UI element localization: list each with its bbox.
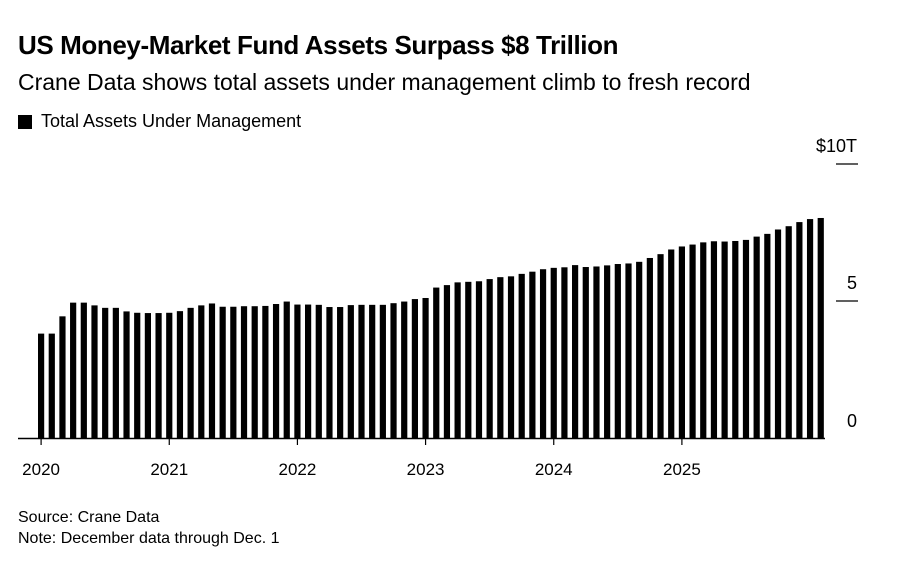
bar bbox=[283, 301, 290, 438]
bar bbox=[358, 304, 365, 438]
bar bbox=[764, 233, 771, 438]
bar bbox=[550, 267, 557, 438]
bar bbox=[614, 264, 621, 438]
bar bbox=[240, 306, 248, 438]
bar bbox=[219, 306, 226, 438]
bar bbox=[176, 311, 184, 438]
bar bbox=[604, 265, 611, 438]
bar bbox=[390, 303, 397, 438]
bar bbox=[817, 217, 824, 438]
bar bbox=[134, 312, 141, 438]
chart-subtitle: Crane Data shows total assets under mana… bbox=[18, 69, 751, 95]
bar bbox=[144, 313, 151, 438]
bar bbox=[70, 302, 77, 438]
bar bbox=[401, 301, 408, 438]
bar bbox=[572, 265, 579, 438]
bar bbox=[262, 305, 269, 438]
bar bbox=[443, 285, 451, 438]
y-tick-label: 5 bbox=[847, 273, 857, 293]
footnote: Note: December data through Dec. 1 bbox=[18, 530, 280, 547]
bar bbox=[497, 277, 504, 438]
legend: Total Assets Under Management bbox=[18, 111, 301, 132]
bar bbox=[112, 307, 119, 438]
y-axis: 0 5 $10T bbox=[816, 136, 858, 431]
bar bbox=[59, 316, 66, 438]
bar bbox=[518, 273, 525, 438]
bar bbox=[347, 305, 354, 438]
bar bbox=[91, 305, 98, 438]
bar bbox=[187, 307, 194, 438]
legend-label: Total Assets Under Management bbox=[41, 111, 302, 131]
bar bbox=[102, 307, 109, 438]
bar bbox=[379, 304, 386, 438]
bar bbox=[486, 279, 493, 438]
bar bbox=[796, 222, 803, 438]
x-tick-label: 2024 bbox=[535, 460, 573, 479]
bar bbox=[422, 297, 429, 438]
bar bbox=[636, 261, 643, 438]
bar-chart: 2020 2021 2022 2023 2024 2025 0 5 $10T bbox=[18, 136, 858, 479]
bar bbox=[539, 269, 547, 438]
y-tick-label: 0 bbox=[847, 411, 857, 431]
bar bbox=[689, 244, 696, 438]
bars-group bbox=[38, 217, 824, 438]
bar bbox=[369, 304, 376, 438]
x-tick-label: 2025 bbox=[663, 460, 701, 479]
bar bbox=[732, 240, 739, 438]
bar bbox=[198, 305, 205, 438]
bar bbox=[507, 276, 515, 438]
bar bbox=[475, 281, 483, 438]
bar bbox=[48, 333, 55, 438]
bar bbox=[305, 304, 312, 438]
x-tick-label: 2022 bbox=[279, 460, 317, 479]
bar bbox=[678, 246, 685, 438]
bar bbox=[38, 333, 45, 438]
bar bbox=[337, 307, 344, 438]
bar bbox=[806, 219, 814, 438]
bar bbox=[155, 313, 162, 438]
x-tick-label: 2021 bbox=[150, 460, 188, 479]
bar bbox=[700, 242, 707, 438]
bar bbox=[123, 311, 130, 438]
bar bbox=[251, 306, 258, 438]
bar bbox=[646, 257, 653, 438]
bar bbox=[433, 287, 440, 438]
bar bbox=[668, 249, 675, 438]
bar bbox=[753, 236, 760, 438]
bar bbox=[272, 304, 280, 438]
bar bbox=[657, 254, 664, 438]
x-tick-label: 2020 bbox=[22, 460, 60, 479]
bar bbox=[593, 266, 600, 438]
bar bbox=[230, 306, 237, 438]
bar bbox=[454, 282, 461, 438]
bar bbox=[315, 304, 322, 438]
y-tick-label: $10T bbox=[816, 136, 857, 156]
bar bbox=[742, 239, 750, 438]
bar bbox=[208, 303, 216, 438]
bar bbox=[561, 267, 568, 438]
bar bbox=[785, 226, 792, 438]
bar bbox=[411, 299, 418, 438]
source-note: Source: Crane Data bbox=[18, 509, 160, 526]
bar bbox=[294, 304, 301, 438]
bar bbox=[80, 302, 87, 438]
x-axis: 2020 2021 2022 2023 2024 2025 bbox=[18, 437, 825, 479]
bar bbox=[582, 267, 589, 438]
bar bbox=[326, 307, 333, 438]
chart-title: US Money-Market Fund Assets Surpass $8 T… bbox=[18, 30, 619, 60]
bar bbox=[465, 281, 472, 438]
bar bbox=[774, 229, 782, 438]
bar bbox=[625, 263, 632, 438]
bar bbox=[166, 312, 173, 438]
x-tick-label: 2023 bbox=[407, 460, 445, 479]
bar bbox=[529, 271, 536, 438]
legend-swatch bbox=[18, 114, 32, 129]
bar bbox=[710, 241, 718, 438]
bar bbox=[721, 241, 728, 438]
